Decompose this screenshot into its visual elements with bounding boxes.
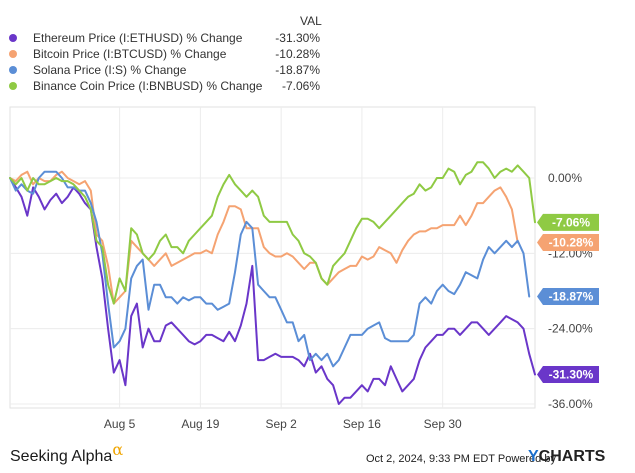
series-line-0	[9, 177, 536, 405]
footer-credit: Oct 2, 2024, 9:33 PM EDT Powered by	[366, 453, 556, 465]
legend-entry-value: -31.30%	[275, 31, 320, 45]
series-line-2	[9, 170, 531, 368]
legend-entry-ethereum[interactable]: Ethereum Price (I:ETHUSD) % Change -31.3…	[0, 31, 635, 47]
brand-name: Seeking Alpha	[10, 448, 113, 465]
end-value-badge	[537, 213, 599, 231]
alpha-icon: α	[112, 440, 124, 459]
chart-legend: VAL Ethereum Price (I:ETHUSD) % Change -…	[0, 0, 635, 100]
ycharts-logo: YCHARTS	[528, 448, 605, 466]
ycharts-y-icon: Y	[528, 448, 539, 465]
legend-value-header: VAL	[300, 14, 322, 28]
end-value-label: -18.87%	[549, 289, 594, 303]
x-tick-label: Sep 16	[343, 417, 381, 431]
legend-entry-name: Bitcoin Price (I:BTCUSD) % Change	[33, 47, 227, 61]
x-tick-label: Aug 19	[181, 417, 219, 431]
legend-dot-icon	[9, 66, 17, 74]
legend-entry-binance[interactable]: Binance Coin Price (I:BNBUSD) % Change -…	[0, 79, 635, 95]
plot-area-frame	[9, 106, 536, 409]
legend-entry-value: -18.87%	[275, 63, 320, 77]
legend-entry-name: Binance Coin Price (I:BNBUSD) % Change	[33, 79, 263, 93]
ycharts-logo-text: CHARTS	[538, 448, 606, 465]
end-value-label: -7.06%	[552, 215, 590, 229]
y-tick-label: -36.00%	[548, 397, 593, 411]
end-value-label: -31.30%	[549, 367, 594, 381]
legend-dot-icon	[9, 50, 17, 58]
x-tick-label: Sep 30	[424, 417, 462, 431]
legend-entry-value: -7.06%	[281, 79, 320, 93]
legend-dot-icon	[9, 34, 17, 42]
x-tick-label: Sep 2	[265, 417, 297, 431]
legend-entry-solana[interactable]: Solana Price (I:S) % Change -18.87%	[0, 63, 635, 79]
x-tick-label: Aug 5	[104, 417, 136, 431]
end-value-badge	[537, 365, 599, 383]
legend-entry-bitcoin[interactable]: Bitcoin Price (I:BTCUSD) % Change -10.28…	[0, 47, 635, 63]
seeking-alpha-logo: Seeking Alphaα	[10, 440, 123, 466]
legend-entry-value: -10.28%	[275, 47, 320, 61]
y-tick-label: 0.00%	[548, 171, 582, 185]
legend-entry-name: Solana Price (I:S) % Change	[33, 63, 187, 77]
end-value-badge	[537, 234, 599, 252]
end-value-label: -10.28%	[549, 236, 594, 250]
end-value-badge	[537, 287, 599, 305]
legend-entry-name: Ethereum Price (I:ETHUSD) % Change	[33, 31, 243, 45]
y-tick-label: -24.00%	[548, 322, 593, 336]
series-line-1	[9, 170, 519, 305]
series-line-3	[9, 161, 536, 305]
legend-dot-icon	[9, 82, 17, 90]
